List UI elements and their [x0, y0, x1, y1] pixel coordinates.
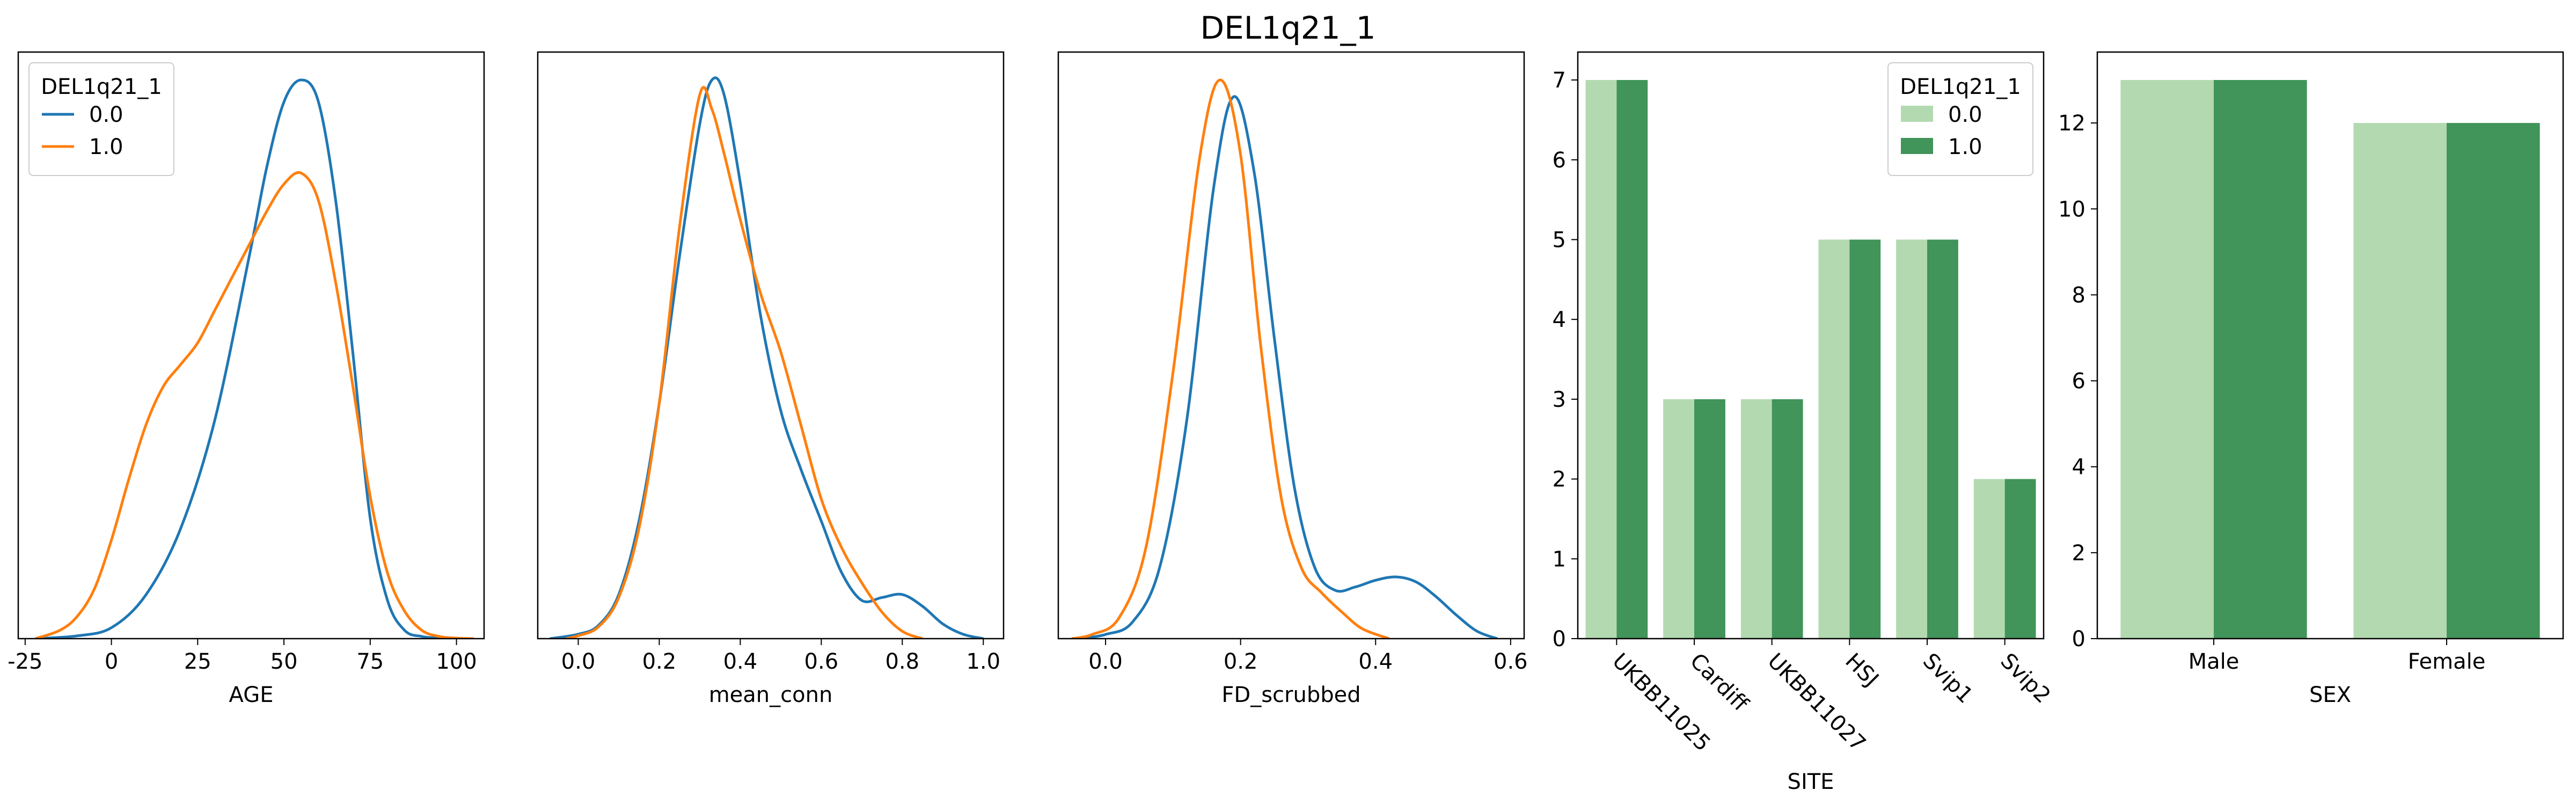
kde-line-0.0 [1078, 95, 1498, 639]
x-axis-label: SEX [2309, 683, 2351, 707]
legend-swatch-0.0 [1901, 106, 1933, 122]
y-tick-label: 12 [2058, 111, 2085, 136]
x-tick-label: 0.4 [1358, 649, 1393, 674]
x-tick-label: 0.2 [1224, 649, 1258, 674]
x-tick-label: 0.6 [1494, 649, 1528, 674]
y-tick-label: 5 [1553, 228, 1566, 252]
y-tick-label: 2 [1553, 467, 1566, 492]
legend-label-0.0: 0.0 [1948, 103, 1982, 127]
y-tick-label: 2 [2072, 541, 2085, 566]
x-axis-label: AGE [229, 683, 274, 707]
y-tick-label: 1 [1553, 547, 1566, 572]
x-axis-label: SITE [1788, 770, 1834, 794]
bar-UKBB11025-0.0 [1585, 80, 1617, 639]
kde-line-0.0 [550, 76, 984, 639]
x-tick-label: 0.6 [804, 649, 839, 674]
bar-Cardiff-0.0 [1663, 399, 1694, 639]
axes-frame [17, 51, 485, 640]
legend-1: DEL1q21_1 0.0 1.0 [28, 62, 174, 176]
x-tick-label: 1.0 [966, 649, 1000, 674]
bar-Male-0.0 [2120, 80, 2214, 639]
legend-label-1.0: 1.0 [89, 135, 123, 159]
y-tick-label: 0 [1553, 627, 1566, 652]
subplot-1: -25 0 25 50 75 100 AGE DEL1q21_1 0.0 1.0 [8, 51, 485, 707]
figure-title: DEL1q21_1 [1200, 10, 1375, 46]
x-tick-label: 0.2 [642, 649, 677, 674]
bar-Svip2-0.0 [1973, 479, 2005, 639]
x-axis-label: mean_conn [709, 683, 833, 707]
bar-Female-1.0 [2447, 123, 2540, 639]
bar-Svip1-0.0 [1896, 239, 1927, 639]
x-tick-label: -25 [8, 649, 42, 674]
y-tick-label: 3 [1553, 387, 1566, 412]
kde-line-0.0 [35, 78, 474, 639]
x-tick-label: Female [2408, 649, 2486, 674]
bar-UKBB11027-0.0 [1740, 399, 1772, 639]
legend-4: DEL1q21_1 0.0 1.0 [1887, 62, 2033, 176]
subplot-5: Male Female 0 2 4 6 8 10 12 SEX [2058, 51, 2564, 707]
kde-line-1.0 [35, 171, 474, 639]
legend-label-1.0: 1.0 [1948, 135, 1982, 159]
legend-title: DEL1q21_1 [41, 75, 162, 99]
y-tick-label: 6 [1553, 148, 1566, 173]
y-tick-label: 6 [2072, 369, 2085, 394]
x-tick-label: 0 [105, 649, 118, 674]
bar-HSJ-0.0 [1818, 239, 1850, 639]
kde-line-1.0 [1071, 78, 1390, 639]
x-tick-label: 75 [356, 649, 384, 674]
y-tick-label: 10 [2058, 197, 2085, 222]
bar-Cardiff-1.0 [1694, 399, 1725, 639]
x-tick-label: 0.0 [561, 649, 596, 674]
x-tick-label: 0.0 [1088, 649, 1123, 674]
x-tick-label: 100 [436, 649, 477, 674]
y-tick-label: 8 [2072, 283, 2085, 308]
legend-swatch-1.0 [1901, 138, 1933, 154]
subplot-3: 0.0 0.2 0.4 0.6 FD_scrubbed [1057, 51, 1528, 707]
bar-Female-0.0 [2353, 123, 2447, 639]
x-axis-label: FD_scrubbed [1221, 683, 1360, 707]
subplot-2: 0.0 0.2 0.4 0.6 0.8 1.0 mean_conn [537, 51, 1005, 707]
legend-title: DEL1q21_1 [1900, 75, 2021, 99]
bar-Male-1.0 [2214, 80, 2307, 639]
bar-UKBB11025-1.0 [1616, 80, 1648, 639]
x-tick-label: 0.4 [723, 649, 758, 674]
y-tick-label: 7 [1553, 68, 1566, 93]
y-tick-label: 0 [2072, 627, 2085, 652]
kde-line-1.0 [566, 86, 923, 639]
axes-frame [1057, 51, 1525, 640]
bar-Svip1-1.0 [1927, 239, 1958, 639]
bar-UKBB11027-1.0 [1772, 399, 1803, 639]
bar-Svip2-1.0 [2004, 479, 2036, 639]
x-tick-label: 25 [184, 649, 211, 674]
y-tick-label: 4 [1553, 308, 1566, 332]
axes-frame [2096, 51, 2564, 640]
x-tick-label: 0.8 [885, 649, 919, 674]
legend-label-0.0: 0.0 [89, 103, 123, 127]
bar-HSJ-1.0 [1849, 239, 1881, 639]
x-tick-label: 50 [270, 649, 298, 674]
x-tick-label: Male [2189, 649, 2240, 674]
axes-frame [537, 51, 1005, 640]
axes-frame [1577, 51, 2045, 640]
y-tick-label: 4 [2072, 455, 2085, 480]
